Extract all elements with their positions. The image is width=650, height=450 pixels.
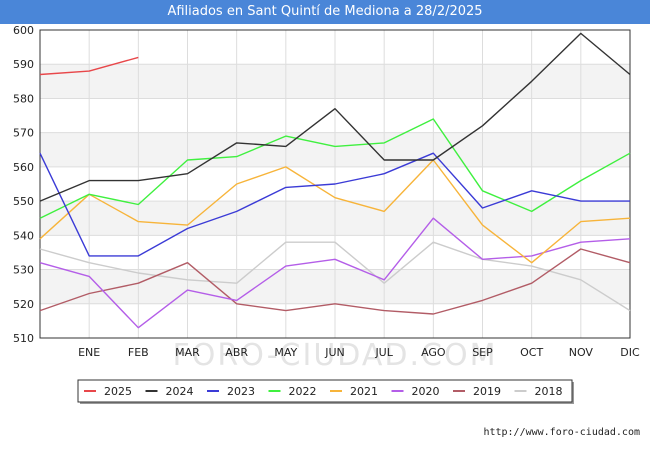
y-tick-label: 570 [13,127,34,140]
series-line-2018 [39,241,631,312]
legend-label-2025: 2025 [104,385,132,398]
legend-label-2018: 2018 [535,385,563,398]
series-line-2021 [39,159,631,264]
series-line-2019 [39,248,631,315]
x-axis: ENE FEB MAR ABR MAY JUN JUL AGO SEP OCT NOV DIC [78,346,640,359]
y-tick-label: 560 [13,161,34,174]
series-line-2022 [39,118,631,219]
x-tick-label: AGO [421,346,446,359]
x-tick-label: DIC [620,346,640,359]
legend-box [77,379,573,403]
plot-frame [39,29,631,339]
legend-label-2020: 2020 [412,385,440,398]
y-tick-label: 580 [13,92,34,105]
chart-title: Afiliados en Sant Quintí de Mediona a 28… [0,0,650,24]
x-tick-label: ENE [78,346,100,359]
legend-label-2021: 2021 [350,385,378,398]
y-tick-label: 540 [13,229,34,242]
y-tick-label: 600 [13,24,34,37]
y-tick-label: 520 [13,298,34,311]
legend: 2025 2024 2023 2022 2021 2020 2019 2018 [77,379,574,404]
series-group [39,32,631,329]
y-axis: 510 520 530 540 550 560 570 580 590 600 [13,24,34,345]
series-line-2025 [39,56,139,76]
series-line-2024 [39,32,631,202]
legend-label-2022: 2022 [289,385,317,398]
x-tick-label: JUN [324,346,345,359]
series-line-2020 [39,217,631,329]
legend-label-2024: 2024 [166,385,194,398]
x-tick-label: FEB [128,346,149,359]
y-tick-label: 590 [13,58,34,71]
watermark: FORO-CIUDAD.COM [173,338,498,373]
series-line-2023 [39,152,630,257]
legend-label-2023: 2023 [227,385,255,398]
y-tick-label: 530 [13,264,34,277]
x-tick-label: MAR [175,346,200,359]
x-tick-label: ABR [225,346,248,359]
y-tick-label: 550 [13,195,34,208]
x-tick-label: JUL [374,346,393,359]
x-tick-label: MAY [274,346,297,359]
x-tick-label: SEP [472,346,493,359]
x-tick-label: NOV [569,346,594,359]
source-url[interactable]: http://www.foro-ciudad.com [483,427,640,438]
y-tick-label: 510 [13,332,34,345]
x-tick-label: OCT [520,346,543,359]
legend-label-2019: 2019 [473,385,501,398]
